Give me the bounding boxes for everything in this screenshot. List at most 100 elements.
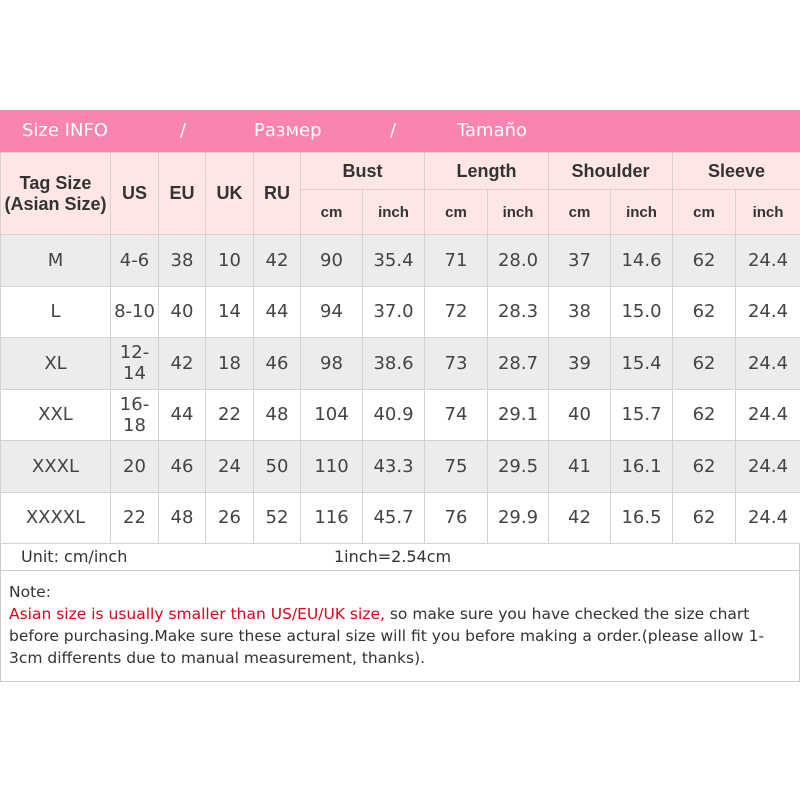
table-cell: 28.7 (487, 337, 549, 390)
table-cell: 62 (672, 337, 737, 390)
header-us: US (110, 152, 159, 235)
table-cell: 29.5 (487, 440, 549, 493)
table-cell: 38 (158, 234, 206, 287)
header-unit-cm: cm (672, 189, 737, 235)
header-length: Length (424, 152, 549, 190)
header-ru: RU (253, 152, 301, 235)
table-cell: 76 (424, 491, 488, 544)
note: Note: Asian size is usually smaller than… (0, 571, 800, 682)
table-cell: 29.9 (487, 491, 549, 544)
table-cell: 35.4 (362, 234, 425, 287)
unit-label: Unit: cm/inch (21, 547, 128, 566)
table-cell: 98 (300, 337, 363, 390)
table-cell: 62 (672, 440, 737, 493)
table-cell: 24.4 (735, 337, 800, 390)
table-cell: 4-6 (110, 234, 159, 287)
table-cell: 41 (548, 440, 611, 493)
table-cell: 44 (158, 388, 206, 441)
table-cell: 73 (424, 337, 488, 390)
title-separator: / (390, 120, 397, 141)
table-row: XXXL 20 46 24 50 110 43.3 75 29.5 41 16.1 62 24.4 (0, 440, 800, 493)
header-unit-cm: cm (548, 189, 611, 235)
table-cell: 12-14 (110, 337, 159, 390)
header-shoulder: Shoulder (547, 152, 674, 190)
table-row: L 8-10 40 14 44 94 37.0 72 28.3 38 15.0 62 24.4 (0, 285, 800, 338)
title-spanish: Tamaño (457, 120, 528, 141)
table-cell: 16.5 (609, 491, 674, 544)
table-cell: 62 (672, 388, 737, 441)
table-cell: 28.3 (487, 285, 549, 338)
table-cell: 20 (110, 440, 159, 493)
table-cell: 26 (205, 491, 254, 544)
table-cell: 116 (300, 491, 363, 544)
unit-row: Unit: cm/inch 1inch=2.54cm (0, 544, 800, 571)
table-cell: 16.1 (609, 440, 674, 493)
table-cell: XXL (0, 388, 111, 441)
title-size-info: Size INFO (22, 120, 108, 141)
table-cell: 75 (424, 440, 488, 493)
note-warning: Asian size is usually smaller than US/EU… (9, 605, 385, 623)
table-cell: M (0, 234, 111, 287)
table-cell: 44 (253, 285, 301, 338)
table-cell: 45.7 (362, 491, 425, 544)
table-cell: L (0, 285, 111, 338)
table-cell: 74 (424, 388, 488, 441)
header-tag-size: Tag Size (Asian Size) (0, 152, 111, 235)
conversion-label: 1inch=2.54cm (334, 547, 452, 566)
table-cell: 48 (158, 491, 206, 544)
table-cell: 110 (300, 440, 363, 493)
table-cell: 24.4 (735, 491, 800, 544)
table-cell: 15.0 (609, 285, 674, 338)
header-unit-inch: inch (362, 189, 425, 235)
size-chart: Size INFO / Размер / Tamaño Tag Size (Asi… (0, 110, 800, 682)
table-cell: 40.9 (362, 388, 425, 441)
table-cell: 18 (205, 337, 254, 390)
table-cell: 38.6 (362, 337, 425, 390)
table-cell: 38 (548, 285, 611, 338)
table-cell: 40 (158, 285, 206, 338)
header-unit-cm: cm (300, 189, 363, 235)
header-uk: UK (205, 152, 254, 235)
table-cell: 22 (110, 491, 159, 544)
table-cell: 22 (205, 388, 254, 441)
table-cell: 24.4 (735, 234, 800, 287)
table-cell: 71 (424, 234, 488, 287)
table-row: XXL 16-18 44 22 48 104 40.9 74 29.1 40 15.7 62 24.4 (0, 388, 800, 441)
header-bust: Bust (300, 152, 425, 190)
header-unit-inch: inch (609, 189, 674, 235)
table-cell: 62 (672, 285, 737, 338)
table-row: M 4-6 38 10 42 90 35.4 71 28.0 37 14.6 62 24.4 (0, 234, 800, 287)
title-bar: Size INFO / Размер / Tamaño (0, 110, 800, 152)
note-label: Note: (9, 583, 51, 601)
table-cell: 14 (205, 285, 254, 338)
table-cell: 29.1 (487, 388, 549, 441)
header-unit-inch: inch (735, 189, 800, 235)
table-cell: 24.4 (735, 285, 800, 338)
title-russian: Размер (254, 120, 322, 141)
table-cell: 40 (548, 388, 611, 441)
header-sleeve: Sleeve (672, 152, 800, 190)
table-row: XXXXL 22 48 26 52 116 45.7 76 29.9 42 16.5 62 24.4 (0, 491, 800, 544)
table-cell: 24.4 (735, 440, 800, 493)
table-cell: 43.3 (362, 440, 425, 493)
table-cell: 39 (548, 337, 611, 390)
table-cell: 46 (158, 440, 206, 493)
note-text: so make sure you have checked the size c… (9, 605, 765, 667)
table-cell: 42 (548, 491, 611, 544)
table-cell: XL (0, 337, 111, 390)
table-cell: XXXXL (0, 491, 111, 544)
table-cell: 52 (253, 491, 301, 544)
table-cell: 37 (548, 234, 611, 287)
table-cell: 15.7 (609, 388, 674, 441)
table-cell: 46 (253, 337, 301, 390)
table-cell: 72 (424, 285, 488, 338)
header-unit-inch: inch (487, 189, 549, 235)
size-table: Tag Size (Asian Size) US EU UK RU Bust Le… (0, 152, 800, 544)
header-eu: EU (158, 152, 206, 235)
table-cell: XXXL (0, 440, 111, 493)
table-cell: 28.0 (487, 234, 549, 287)
table-cell: 94 (300, 285, 363, 338)
title-separator: / (180, 120, 187, 141)
table-cell: 42 (253, 234, 301, 287)
table-cell: 24 (205, 440, 254, 493)
